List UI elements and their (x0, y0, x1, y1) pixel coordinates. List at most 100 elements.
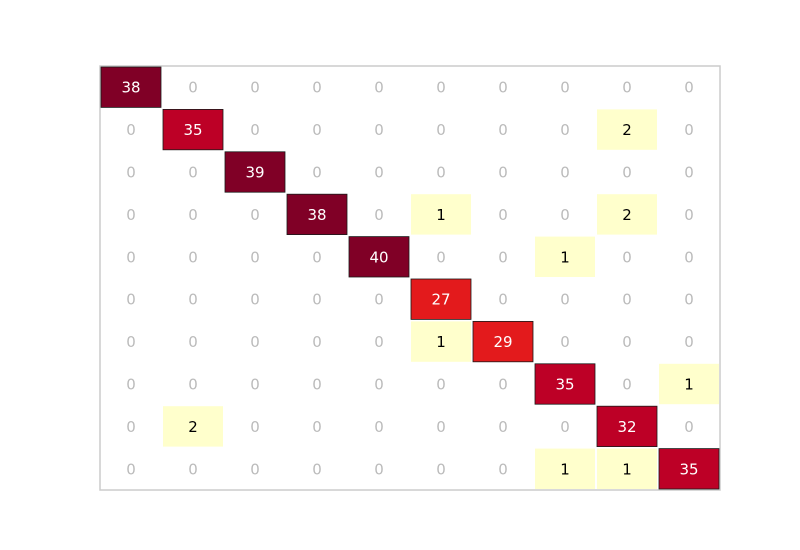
cell-value-3-6: 0 (498, 206, 508, 224)
cell-value-0-7: 0 (560, 79, 570, 97)
cell-value-5-7: 0 (560, 291, 570, 309)
cell-value-8-5: 0 (436, 418, 446, 436)
cell-value-2-7: 0 (560, 164, 570, 182)
cell-value-9-1: 0 (188, 460, 198, 478)
cell-value-3-4: 0 (374, 206, 384, 224)
cell-value-3-8: 2 (622, 206, 632, 224)
cell-value-5-8: 0 (622, 291, 632, 309)
cell-value-5-1: 0 (188, 291, 198, 309)
cell-value-5-5: 27 (431, 291, 450, 309)
cell-value-8-4: 0 (374, 418, 384, 436)
cell-value-7-6: 0 (498, 376, 508, 394)
cell-value-5-6: 0 (498, 291, 508, 309)
cell-value-1-3: 0 (312, 121, 322, 139)
cell-value-6-1: 0 (188, 333, 198, 351)
cell-value-1-2: 0 (250, 121, 260, 139)
cell-value-9-8: 1 (622, 460, 632, 478)
cell-value-4-4: 40 (369, 248, 388, 266)
cell-value-0-3: 0 (312, 79, 322, 97)
cell-value-0-5: 0 (436, 79, 446, 97)
cell-value-8-2: 0 (250, 418, 260, 436)
heatmap-cell-8-1 (163, 406, 223, 447)
cell-value-6-5: 1 (436, 333, 446, 351)
cell-value-6-6: 29 (493, 333, 512, 351)
cell-value-2-6: 0 (498, 164, 508, 182)
cell-value-1-8: 2 (622, 121, 632, 139)
cell-value-7-2: 0 (250, 376, 260, 394)
cell-value-1-5: 0 (436, 121, 446, 139)
cell-value-7-1: 0 (188, 376, 198, 394)
heatmap-cell-9-7 (535, 448, 595, 489)
heatmap-cell-9-9 (658, 448, 720, 490)
cell-value-9-4: 0 (374, 460, 384, 478)
cell-value-9-7: 1 (560, 460, 570, 478)
cell-value-5-4: 0 (374, 291, 384, 309)
cell-value-1-9: 0 (684, 121, 694, 139)
cell-value-4-9: 0 (684, 248, 694, 266)
cell-value-2-9: 0 (684, 164, 694, 182)
cell-value-2-1: 0 (188, 164, 198, 182)
cell-value-3-1: 0 (188, 206, 198, 224)
cell-value-6-0: 0 (126, 333, 136, 351)
cell-value-6-3: 0 (312, 333, 322, 351)
cell-value-9-2: 0 (250, 460, 260, 478)
cell-value-4-6: 0 (498, 248, 508, 266)
cell-value-0-6: 0 (498, 79, 508, 97)
cell-value-0-1: 0 (188, 79, 198, 97)
heatmap-cell-3-3 (286, 193, 348, 235)
cell-value-2-5: 0 (436, 164, 446, 182)
cell-value-1-1: 35 (183, 121, 202, 139)
cell-value-6-9: 0 (684, 333, 694, 351)
cell-value-4-3: 0 (312, 248, 322, 266)
cell-value-7-4: 0 (374, 376, 384, 394)
cell-value-7-5: 0 (436, 376, 446, 394)
heatmap-cell-3-8 (597, 194, 657, 235)
heatmap-cell-5-5 (410, 278, 472, 320)
cell-value-3-3: 38 (307, 206, 326, 224)
cell-value-5-0: 0 (126, 291, 136, 309)
cell-value-0-9: 0 (684, 79, 694, 97)
cell-value-7-9: 1 (684, 376, 694, 394)
cell-value-1-0: 0 (126, 121, 136, 139)
heatmap-cell-8-8 (596, 405, 658, 448)
cell-value-9-6: 0 (498, 460, 508, 478)
cell-value-8-1: 2 (188, 418, 198, 436)
cell-value-6-2: 0 (250, 333, 260, 351)
cell-value-7-3: 0 (312, 376, 322, 394)
cell-value-0-4: 0 (374, 79, 384, 97)
cell-value-8-6: 0 (498, 418, 508, 436)
heatmap-cell-6-5 (411, 321, 471, 362)
cell-value-9-5: 0 (436, 460, 446, 478)
cell-value-0-0: 38 (121, 79, 140, 97)
cell-value-5-2: 0 (250, 291, 260, 309)
cell-value-8-0: 0 (126, 418, 136, 436)
heatmap-cell-4-4 (348, 236, 410, 278)
cell-value-7-8: 0 (622, 376, 632, 394)
cell-value-4-1: 0 (188, 248, 198, 266)
heatmap-cell-1-1 (162, 109, 224, 151)
cell-value-4-2: 0 (250, 248, 260, 266)
cell-value-3-5: 1 (436, 206, 446, 224)
cell-value-0-8: 0 (622, 79, 632, 97)
cell-value-4-7: 1 (560, 248, 570, 266)
cell-value-8-9: 0 (684, 418, 694, 436)
cell-value-9-9: 35 (679, 460, 698, 478)
cell-value-8-7: 0 (560, 418, 570, 436)
cell-value-6-7: 0 (560, 333, 570, 351)
cell-value-1-7: 0 (560, 121, 570, 139)
cell-value-8-3: 0 (312, 418, 322, 436)
cell-value-2-2: 39 (245, 164, 264, 182)
cell-value-5-9: 0 (684, 291, 694, 309)
cell-value-2-4: 0 (374, 164, 384, 182)
cell-value-1-4: 0 (374, 121, 384, 139)
cell-value-9-0: 0 (126, 460, 136, 478)
heatmap-cell-9-8 (597, 448, 657, 489)
cell-value-8-8: 32 (617, 418, 636, 436)
heatmap-cell-3-5 (411, 194, 471, 235)
cell-value-0-2: 0 (250, 79, 260, 97)
cell-value-1-6: 0 (498, 121, 508, 139)
heatmap-cell-4-7 (535, 236, 595, 277)
cell-value-3-0: 0 (126, 206, 136, 224)
